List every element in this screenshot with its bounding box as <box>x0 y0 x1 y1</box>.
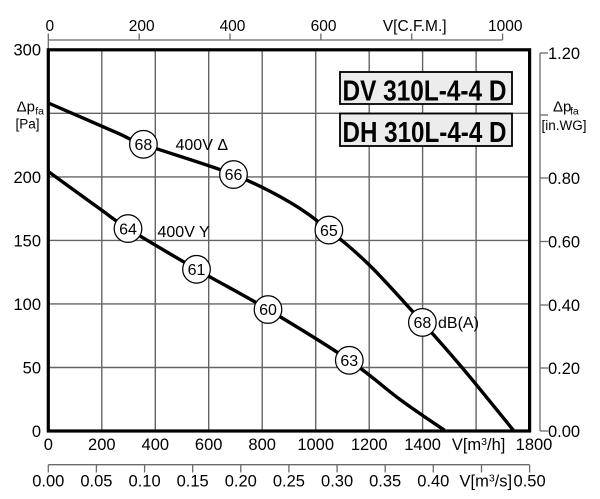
svg-text:dB(A): dB(A) <box>438 315 479 332</box>
svg-text:1200: 1200 <box>351 436 388 454</box>
svg-text:600: 600 <box>195 436 223 454</box>
svg-text:66: 66 <box>225 167 243 184</box>
svg-text:1400: 1400 <box>404 436 441 454</box>
svg-text:65: 65 <box>320 223 338 240</box>
svg-text:0: 0 <box>32 423 41 441</box>
svg-text:DH 310L-4-4 D: DH 310L-4-4 D <box>343 117 507 149</box>
svg-text:Δp: Δp <box>17 98 35 115</box>
svg-text:200: 200 <box>129 18 155 35</box>
svg-text:0.40: 0.40 <box>417 473 449 491</box>
svg-text:600: 600 <box>311 18 337 35</box>
svg-text:V[m3/h]: V[m3/h] <box>452 436 506 454</box>
svg-text:0.50: 0.50 <box>514 473 546 491</box>
svg-text:200: 200 <box>88 436 116 454</box>
svg-text:64: 64 <box>119 221 137 238</box>
svg-text:0: 0 <box>44 436 53 454</box>
svg-text:0.60: 0.60 <box>548 233 580 251</box>
svg-text:1800: 1800 <box>516 436 553 454</box>
svg-text:0.40: 0.40 <box>548 297 580 315</box>
svg-text:400: 400 <box>142 436 170 454</box>
svg-text:1000: 1000 <box>488 18 523 35</box>
svg-text:fa: fa <box>35 106 44 118</box>
svg-text:50: 50 <box>23 359 41 377</box>
svg-text:150: 150 <box>13 232 41 250</box>
svg-text:0.20: 0.20 <box>548 360 580 378</box>
svg-text:0.00: 0.00 <box>548 423 580 441</box>
svg-text:0.15: 0.15 <box>177 473 209 491</box>
svg-text:200: 200 <box>13 169 41 187</box>
svg-text:0.10: 0.10 <box>129 473 161 491</box>
svg-text:300: 300 <box>13 42 41 60</box>
svg-text:[in.WG]: [in.WG] <box>542 118 587 133</box>
svg-text:0.25: 0.25 <box>273 473 305 491</box>
svg-text:1000: 1000 <box>297 436 334 454</box>
svg-text:fa: fa <box>570 106 579 118</box>
svg-text:100: 100 <box>13 296 41 314</box>
svg-text:0.30: 0.30 <box>321 473 353 491</box>
svg-text:60: 60 <box>259 302 277 319</box>
svg-text:400V Δ: 400V Δ <box>176 137 229 154</box>
svg-text:61: 61 <box>188 262 206 279</box>
svg-text:0.00: 0.00 <box>32 473 64 491</box>
svg-text:0.35: 0.35 <box>369 473 401 491</box>
svg-text:Δp: Δp <box>553 98 571 115</box>
svg-text:68: 68 <box>135 137 153 154</box>
svg-text:63: 63 <box>340 353 358 370</box>
svg-text:0.20: 0.20 <box>225 473 257 491</box>
svg-text:1.20: 1.20 <box>548 45 580 63</box>
svg-text:[Pa]: [Pa] <box>15 117 39 132</box>
svg-text:0.05: 0.05 <box>80 473 112 491</box>
svg-text:V[m3/s]: V[m3/s] <box>459 473 512 491</box>
svg-text:DV 310L-4-4 D: DV 310L-4-4 D <box>343 75 507 107</box>
svg-text:68: 68 <box>414 315 432 332</box>
svg-text:0: 0 <box>45 18 54 35</box>
svg-text:400: 400 <box>220 18 246 35</box>
svg-text:400V Y: 400V Y <box>158 224 211 241</box>
svg-text:800: 800 <box>248 436 276 454</box>
svg-text:0.80: 0.80 <box>548 170 580 188</box>
svg-text:V[C.F.M.]: V[C.F.M.] <box>383 18 447 35</box>
